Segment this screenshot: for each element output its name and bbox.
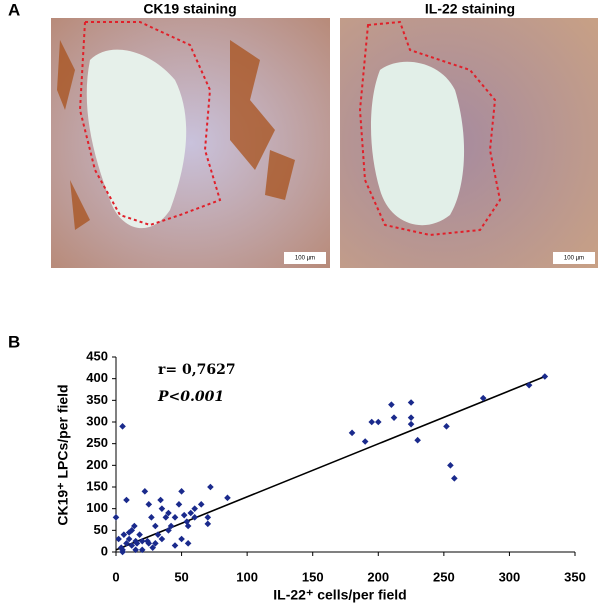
point bbox=[525, 381, 533, 389]
point bbox=[390, 414, 398, 421]
point bbox=[132, 546, 139, 554]
point bbox=[541, 373, 549, 380]
micrograph: 100 µm bbox=[51, 18, 330, 268]
point bbox=[167, 522, 175, 530]
point bbox=[207, 483, 214, 491]
point bbox=[136, 531, 143, 538]
image-title: IL-22 staining bbox=[425, 1, 515, 17]
scale-bar-label: 100 µm bbox=[295, 256, 315, 262]
point bbox=[131, 522, 138, 530]
point bbox=[184, 540, 192, 547]
point bbox=[162, 514, 170, 521]
point bbox=[388, 401, 395, 408]
x-tick-label: 150 bbox=[302, 569, 324, 584]
point bbox=[191, 514, 198, 521]
annotation: P<0.001 bbox=[157, 389, 224, 405]
y-tick-label: 400 bbox=[86, 370, 108, 385]
x-axis-label: IL-22⁺ cells/per field bbox=[273, 587, 406, 603]
point bbox=[141, 488, 149, 495]
point bbox=[224, 494, 231, 502]
y-tick-label: 200 bbox=[86, 457, 108, 472]
x-tick-label: 300 bbox=[499, 569, 521, 584]
point bbox=[138, 537, 146, 545]
y-tick-label: 100 bbox=[86, 500, 108, 515]
point bbox=[171, 514, 179, 521]
point bbox=[414, 436, 421, 444]
annotation: r= 0,7627 bbox=[158, 362, 236, 378]
y-tick-label: 450 bbox=[86, 348, 108, 363]
y-tick-label: 350 bbox=[86, 392, 108, 407]
point bbox=[184, 522, 192, 530]
point bbox=[171, 542, 179, 549]
point bbox=[158, 535, 166, 543]
point bbox=[165, 527, 172, 534]
point bbox=[447, 462, 454, 469]
point bbox=[479, 394, 487, 402]
y-tick-label: 150 bbox=[86, 478, 108, 493]
point bbox=[120, 531, 128, 538]
point bbox=[115, 535, 122, 543]
point bbox=[348, 429, 356, 437]
point bbox=[149, 544, 157, 551]
point bbox=[443, 423, 450, 430]
point bbox=[197, 501, 205, 508]
point bbox=[361, 438, 369, 445]
y-tick-label: 250 bbox=[86, 435, 108, 450]
point bbox=[178, 488, 185, 495]
x-tick-label: 250 bbox=[433, 569, 455, 584]
point bbox=[158, 505, 166, 512]
point bbox=[138, 546, 146, 554]
point bbox=[123, 496, 130, 504]
x-tick-label: 200 bbox=[367, 569, 389, 584]
point bbox=[125, 529, 133, 536]
point bbox=[187, 509, 195, 517]
y-axis-label: CK19⁺ LPCs/per field bbox=[55, 384, 71, 525]
y-tick-label: 0 bbox=[101, 543, 108, 558]
point bbox=[152, 540, 159, 547]
point bbox=[123, 540, 130, 547]
point bbox=[204, 520, 212, 528]
scale-bar-label: 100 µm bbox=[564, 256, 584, 262]
point bbox=[148, 514, 155, 521]
point bbox=[204, 514, 212, 521]
y-tick-label: 300 bbox=[86, 413, 108, 428]
point bbox=[374, 418, 382, 426]
y-tick-label: 50 bbox=[94, 522, 108, 537]
micrograph: 100 µm bbox=[340, 18, 598, 268]
x-tick-label: 100 bbox=[236, 569, 258, 584]
point bbox=[119, 423, 126, 430]
point bbox=[180, 511, 188, 519]
point bbox=[165, 509, 172, 517]
point bbox=[407, 399, 415, 406]
point bbox=[407, 420, 415, 428]
point bbox=[125, 535, 133, 543]
image-title: CK19 staining bbox=[143, 1, 236, 17]
point bbox=[112, 514, 120, 521]
point bbox=[154, 531, 162, 538]
point bbox=[191, 505, 198, 512]
panel-label: B bbox=[8, 332, 20, 351]
point bbox=[368, 418, 376, 426]
point bbox=[407, 414, 415, 421]
point bbox=[157, 496, 164, 504]
panel-label: A bbox=[8, 0, 20, 19]
x-tick-label: 0 bbox=[112, 569, 119, 584]
x-tick-label: 350 bbox=[564, 569, 586, 584]
point bbox=[145, 501, 153, 508]
point bbox=[128, 542, 136, 549]
point bbox=[175, 501, 183, 508]
point bbox=[178, 535, 185, 543]
point bbox=[451, 475, 458, 482]
x-tick-label: 50 bbox=[174, 569, 188, 584]
point bbox=[133, 540, 141, 547]
point bbox=[119, 546, 126, 554]
point bbox=[152, 522, 159, 530]
point bbox=[145, 540, 153, 547]
